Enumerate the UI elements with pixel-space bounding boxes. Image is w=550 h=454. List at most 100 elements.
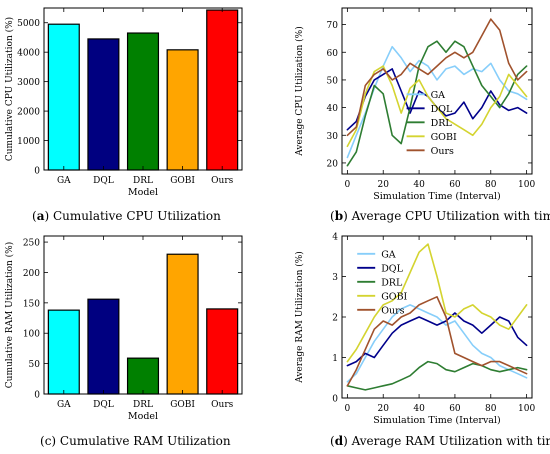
y-tick-label: 30 bbox=[327, 132, 339, 142]
y-axis-label: Average RAM Utilization (%) bbox=[294, 251, 305, 384]
x-axis-label: Simulation Time (Interval) bbox=[373, 415, 500, 426]
y-tick-label: 4000 bbox=[17, 49, 40, 59]
bar-drl bbox=[126, 357, 160, 395]
caption-b: (b) Average CPU Utilization with time bbox=[330, 209, 550, 223]
caption-b-text: Average CPU Utilization with time bbox=[351, 209, 550, 223]
y-tick-label: 60 bbox=[327, 49, 339, 59]
legend-label-ga: GA bbox=[431, 90, 446, 101]
x-tick-label: DRL bbox=[133, 176, 153, 186]
y-tick-label: 2000 bbox=[17, 108, 40, 118]
y-axis-label: Cumulative CPU Utilization (%) bbox=[4, 17, 15, 161]
series-line-ga bbox=[346, 304, 528, 383]
series-line-ours bbox=[346, 296, 528, 387]
y-tick-label: 0 bbox=[332, 395, 338, 405]
caption-d-letter: d bbox=[334, 434, 344, 448]
legend-label-gobi: GOBI bbox=[431, 132, 457, 143]
y-tick-label: 250 bbox=[23, 239, 40, 249]
bar-ours bbox=[206, 308, 239, 395]
x-tick-label: DQL bbox=[93, 176, 114, 186]
chart-cpu-cumulative: 0 1000 2000 3000 4000 5000 GA DQL DRL GOBI Ours Mod… bbox=[4, 7, 243, 198]
legend-label-ga: GA bbox=[381, 249, 396, 260]
x-tick-label: 80 bbox=[485, 404, 497, 414]
bar-drl bbox=[126, 32, 160, 171]
y-tick-label: 2 bbox=[332, 314, 338, 324]
x-tick-label: 80 bbox=[485, 180, 497, 190]
y-tick-label: 3 bbox=[332, 273, 338, 283]
x-tick-label: 40 bbox=[413, 404, 425, 414]
y-tick-label: 50 bbox=[327, 76, 339, 86]
x-tick-label: DRL bbox=[133, 400, 153, 410]
x-axis-label: Simulation Time (Interval) bbox=[373, 191, 500, 202]
x-tick-label: Ours bbox=[211, 400, 233, 410]
plot-frame bbox=[341, 235, 533, 399]
legend-label-gobi: GOBI bbox=[381, 291, 407, 302]
y-axis-label: Average CPU Utilization (%) bbox=[294, 26, 305, 156]
bar-ours bbox=[206, 9, 239, 171]
bar-ga bbox=[47, 309, 80, 395]
y-tick-label: 70 bbox=[327, 21, 339, 31]
y-tick-label: 150 bbox=[23, 299, 40, 309]
caption-a-text: Cumulative CPU Utilization bbox=[52, 209, 221, 223]
caption-c: (c) Cumulative RAM Utilization bbox=[40, 434, 231, 448]
x-tick-label: 100 bbox=[518, 180, 535, 190]
x-axis-label: Model bbox=[128, 187, 158, 198]
x-tick-label: GA bbox=[57, 176, 71, 186]
x-tick-label: Ours bbox=[211, 176, 233, 186]
series-line-drl bbox=[346, 40, 528, 167]
x-tick-label: 20 bbox=[377, 404, 389, 414]
y-tick-label: 1000 bbox=[17, 137, 40, 147]
chart-cpu-average: 20 30 40 50 60 70 0 20 40 60 80 100 Simulation Time … bbox=[294, 7, 535, 202]
x-tick-label: 40 bbox=[413, 180, 425, 190]
bar-ga bbox=[47, 23, 80, 171]
series-line-drl bbox=[346, 360, 528, 391]
y-tick-label: 40 bbox=[327, 104, 339, 114]
caption-c-text: Cumulative RAM Utilization bbox=[59, 434, 231, 448]
plot-frame bbox=[341, 7, 533, 175]
chart-ram-cumulative: 0 50 100 150 200 250 GA DQL DRL GOBI Ours Model Cumu… bbox=[4, 235, 243, 422]
caption-d: (d) Average RAM Utilization with time bbox=[330, 434, 550, 448]
bar-dql bbox=[87, 38, 120, 171]
caption-c-letter: c bbox=[44, 434, 52, 448]
series-line-ours bbox=[346, 18, 528, 137]
y-tick-label: 0 bbox=[34, 391, 40, 401]
legend-label-dql: DQL bbox=[431, 104, 453, 115]
series-line-dql bbox=[346, 312, 528, 367]
x-tick-label: 100 bbox=[518, 404, 535, 414]
x-tick-label: 60 bbox=[449, 404, 461, 414]
x-axis-label: Model bbox=[128, 411, 158, 422]
legend-label-dql: DQL bbox=[381, 263, 403, 274]
y-tick-label: 20 bbox=[327, 159, 339, 169]
y-tick-label: 1 bbox=[332, 354, 338, 364]
bar-gobi bbox=[166, 253, 199, 395]
series-line-gobi bbox=[346, 65, 528, 148]
bar-gobi bbox=[166, 49, 199, 171]
caption-b-letter: b bbox=[334, 209, 344, 223]
x-tick-label: GA bbox=[57, 400, 71, 410]
legend-label-drl: DRL bbox=[431, 118, 453, 129]
caption-a-letter: a bbox=[36, 209, 45, 223]
x-tick-label: GOBI bbox=[170, 400, 195, 410]
y-axis-label: Cumulative RAM Utilization (%) bbox=[4, 242, 15, 388]
y-tick-label: 100 bbox=[23, 330, 40, 340]
y-tick-label: 5000 bbox=[17, 19, 40, 29]
caption-a: (a) Cumulative CPU Utilization bbox=[32, 209, 221, 223]
x-tick-label: 0 bbox=[345, 180, 351, 190]
x-tick-label: DQL bbox=[93, 400, 114, 410]
legend-label-ours: Ours bbox=[381, 305, 404, 316]
y-tick-label: 4 bbox=[332, 233, 338, 243]
y-tick-label: 50 bbox=[29, 360, 41, 370]
x-tick-label: 60 bbox=[449, 180, 461, 190]
x-tick-label: 20 bbox=[377, 180, 389, 190]
x-tick-label: 0 bbox=[345, 404, 351, 414]
y-tick-label: 200 bbox=[23, 269, 40, 279]
x-tick-label: GOBI bbox=[170, 176, 195, 186]
plot-frame bbox=[43, 235, 243, 395]
caption-d-text: Average RAM Utilization with time bbox=[351, 434, 550, 448]
series-line-ga bbox=[346, 45, 528, 159]
series-line-gobi bbox=[346, 243, 528, 363]
legend-label-ours: Ours bbox=[431, 146, 454, 157]
plot-frame bbox=[43, 7, 243, 171]
y-tick-label: 3000 bbox=[17, 78, 40, 88]
y-tick-label: 0 bbox=[34, 167, 40, 177]
